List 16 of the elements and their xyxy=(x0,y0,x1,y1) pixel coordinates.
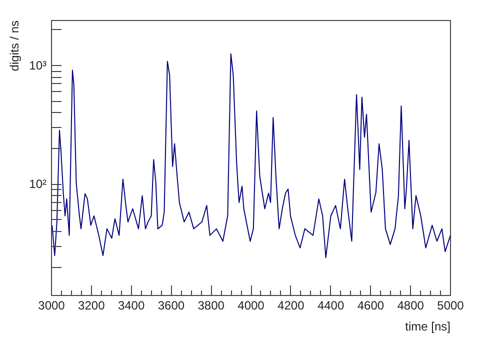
x-tick-label: 4400 xyxy=(317,298,344,312)
x-tick-label: 3800 xyxy=(198,298,225,312)
x-tick-label: 3000 xyxy=(38,298,66,312)
x-tick-label: 4000 xyxy=(238,298,265,312)
x-tick-label: 4600 xyxy=(357,298,384,312)
x-tick-label: 5000 xyxy=(437,298,464,312)
y-axis-title: digits / ns xyxy=(8,20,22,72)
x-tick-label: 4800 xyxy=(397,298,424,312)
x-tick-label: 3400 xyxy=(118,298,145,312)
x-tick-label: 3600 xyxy=(158,298,185,312)
y-tick-label: 10³ xyxy=(29,58,47,73)
x-tick-label: 4200 xyxy=(278,298,305,312)
line-series xyxy=(52,53,450,258)
x-axis-title: time [ns] xyxy=(405,320,451,334)
y-tick-label: 10² xyxy=(29,177,47,192)
x-tick-label: 3200 xyxy=(78,298,106,312)
